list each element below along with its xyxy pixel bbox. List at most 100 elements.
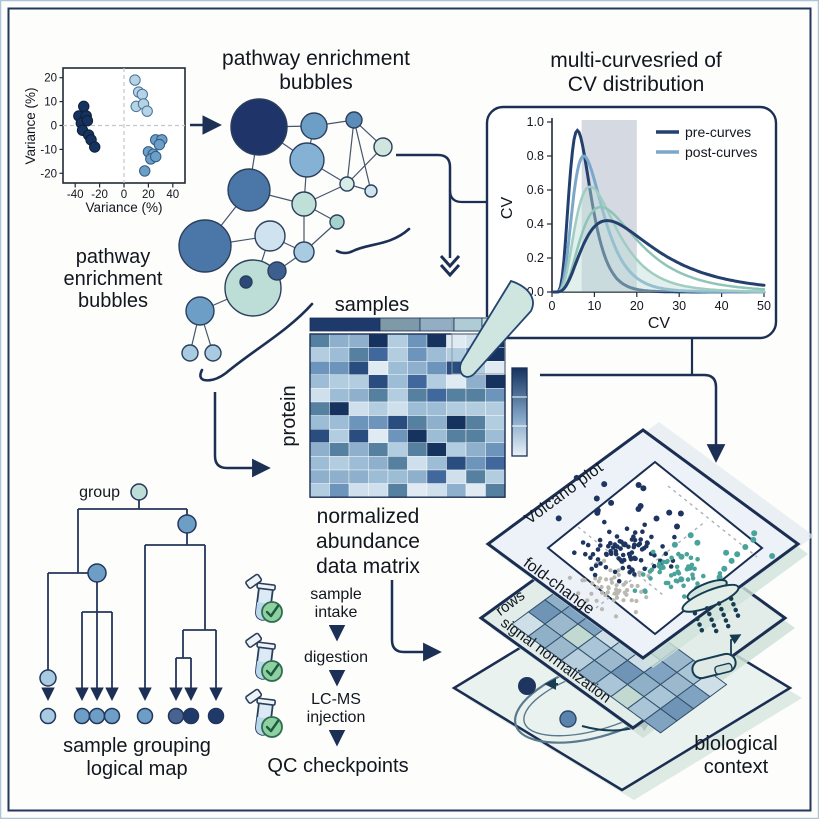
cv-curve [552, 185, 766, 294]
volcano-point [678, 576, 685, 583]
volcano-point [612, 569, 618, 575]
network-bubble [373, 137, 393, 157]
sample-strip-segment [419, 317, 455, 332]
cv-panel: 0 10 20 30 40 501.00.80.60.40.20.0pre-curvesp… [485, 105, 778, 340]
volcano-point [635, 583, 640, 589]
volcano-point [613, 614, 619, 619]
cv-xlabel: CV [648, 315, 671, 332]
heatmap-cell [485, 442, 506, 457]
heatmap-cell [329, 469, 350, 484]
pca-zero-lines [63, 68, 185, 183]
inner-frame [7, 7, 812, 812]
volcano-point [637, 570, 642, 575]
heatmap-cell [485, 469, 506, 484]
volcano-point [610, 545, 616, 550]
volcano-point [603, 551, 609, 557]
bubble-network [178, 98, 393, 362]
volcano-point [580, 540, 586, 545]
pca-point [139, 165, 151, 177]
matrix-caption-line1: normalized [317, 505, 420, 528]
volcano-point [628, 556, 634, 562]
network-bubble [345, 111, 363, 129]
volcano-point [595, 547, 601, 552]
volcano-point [626, 551, 632, 557]
heatmap-cell [348, 469, 369, 484]
pca-xtick-label: -40 [67, 189, 84, 201]
volcano-point [618, 546, 623, 551]
membrane-protein-icon [681, 579, 743, 639]
volcano-point [608, 548, 613, 554]
volcano-point [602, 519, 607, 525]
volcano-point [609, 580, 615, 585]
cv-ytick-label: 1.0 [527, 115, 544, 129]
heatmap-cell [309, 374, 330, 389]
bubbles-left-label: pathway enrichment bubbles [64, 246, 163, 312]
volcano-point [750, 536, 757, 543]
network-bubble [185, 296, 215, 326]
heatmap-cell [348, 483, 369, 498]
heatmap-cell [387, 442, 408, 457]
volcano-point [721, 565, 728, 572]
heatmap-cell [309, 429, 330, 444]
callout-curve-upper [335, 227, 411, 255]
pca-xtick-label: 0 [121, 189, 127, 201]
heatmap-cell [446, 456, 467, 471]
volcano-point [597, 537, 603, 543]
volcano-point [626, 564, 632, 570]
dendro-leaf [39, 707, 57, 725]
pca-point [81, 115, 94, 127]
cv-title-line2: CV distribution [568, 73, 705, 96]
volcano-point [642, 566, 647, 572]
volcano-point [611, 598, 616, 603]
network-bubble [230, 98, 288, 156]
legend-label: post-curves [685, 144, 757, 160]
volcano-point [620, 552, 626, 558]
volcano-point [580, 578, 585, 583]
heatmap-cell [368, 456, 389, 471]
volcano-point [701, 573, 706, 579]
heatmap-cell [446, 388, 467, 403]
volcano-point [668, 584, 674, 590]
heatmap-cell [407, 361, 428, 376]
heatmap-cell [426, 347, 447, 362]
volcano-point [585, 598, 590, 603]
volcano-point [608, 540, 613, 546]
heatmap-cell [348, 333, 369, 348]
volcano-point [596, 579, 601, 584]
heatmap-cell [407, 374, 428, 389]
dendro-leaf [207, 707, 225, 725]
volcano-point [681, 583, 686, 589]
sample-strip-segment [453, 317, 483, 332]
heatmap-cell [368, 347, 389, 362]
volcano-point [728, 557, 735, 564]
heatmap-cell [485, 388, 506, 403]
network-bubble [291, 191, 317, 217]
volcano-point [651, 563, 657, 569]
heatmap-cell [309, 401, 330, 416]
bubbles-left-line2: enrichment [64, 268, 163, 290]
dendro-leaf [167, 707, 185, 725]
volcano-point [677, 510, 684, 517]
volcano-point [588, 555, 593, 560]
volcano-point [617, 588, 622, 593]
pca-plot: -40 -20 0 20 40 20 10 0 -10 -20 Variance (%) Vari… [23, 67, 186, 215]
volcano-point [620, 565, 626, 571]
dendro-caption-line2: logical map [86, 758, 187, 780]
volcano-point [632, 556, 638, 561]
group-label: group [79, 484, 120, 501]
callout-curve-lower [199, 302, 314, 382]
heatmap-cell [426, 429, 447, 444]
heatmap-cell [348, 374, 369, 389]
volcano-point [632, 537, 638, 543]
heatmap-cell [485, 483, 506, 498]
matrix-caption-line3: data matrix [316, 555, 420, 578]
cv-dynamic: 0 10 20 30 40 501.00.80.60.40.20.0pre-curvesp… [527, 115, 771, 313]
volcano-point [605, 590, 610, 595]
heatmap-cell [387, 361, 408, 376]
heatmap-cell [387, 483, 408, 498]
dendro-leaf [73, 707, 91, 725]
volcano-point [595, 585, 600, 590]
pca-point [78, 100, 90, 113]
volcano-point [640, 572, 646, 577]
heatmap-cell [387, 415, 408, 430]
